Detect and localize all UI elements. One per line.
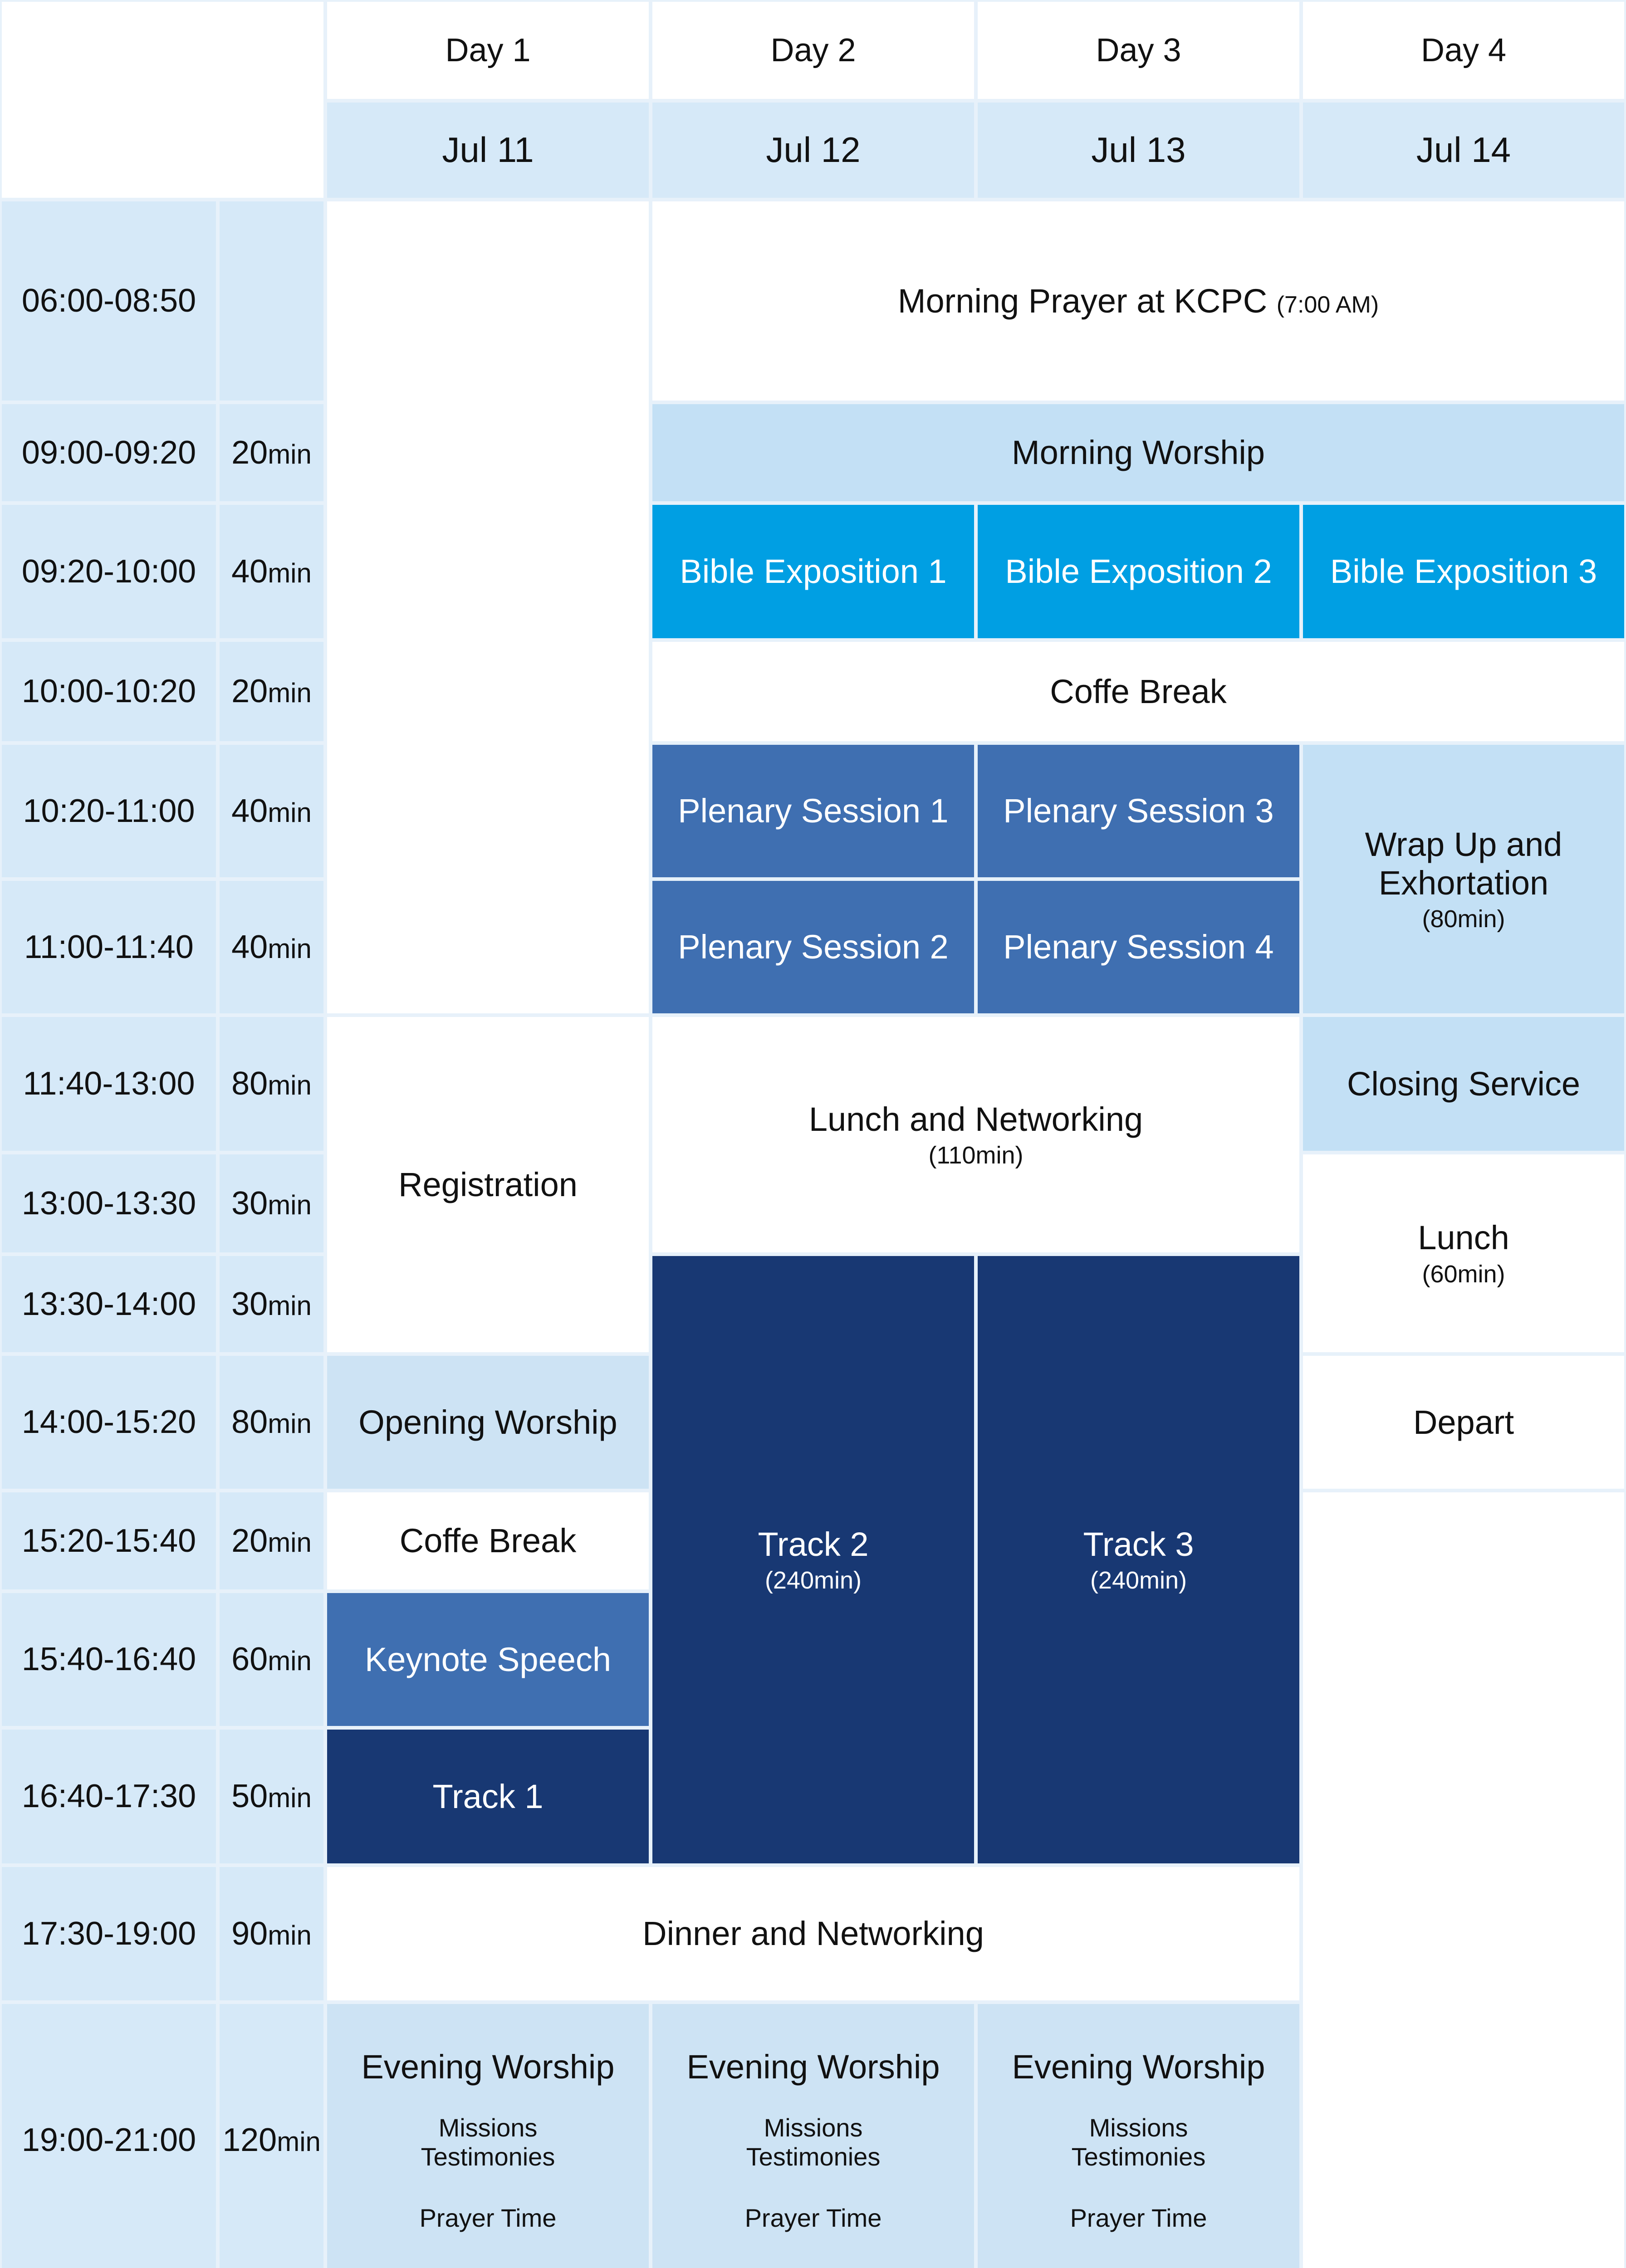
track-3-title: Track 3: [1083, 1525, 1194, 1563]
day4-empty-afternoon: [1301, 1491, 1626, 2268]
keynote-speech-block: Keynote Speech: [325, 1591, 651, 1728]
evening-worship-title: Evening Worship: [361, 2048, 615, 2086]
evening-worship-missions: Missions: [764, 2113, 863, 2142]
evening-worship-day1-block: Evening Worship Missions Testimonies Pra…: [325, 2002, 651, 2268]
evening-worship-testimonies: Testimonies: [1071, 2142, 1206, 2171]
lunch-title: Lunch: [1418, 1219, 1509, 1257]
duration-cell: 40min: [218, 743, 325, 879]
duration-cell: 40min: [218, 879, 325, 1015]
evening-worship-title: Evening Worship: [1012, 2048, 1265, 2086]
duration-cell: 30min: [218, 1153, 325, 1254]
duration-cell: 20min: [218, 1491, 325, 1591]
duration-cell: 20min: [218, 402, 325, 503]
depart-block: Depart: [1301, 1354, 1626, 1491]
evening-worship-prayer: Prayer Time: [744, 2203, 882, 2232]
morning-worship-block: Morning Worship: [651, 402, 1626, 503]
date-header-4: Jul 14: [1301, 101, 1626, 200]
wrap-up-line2: Exhortation: [1378, 864, 1549, 902]
time-slot: 09:00-09:20: [0, 402, 218, 503]
day-header-4: Day 4: [1301, 0, 1626, 101]
bible-exposition-1-block: Bible Exposition 1: [651, 503, 976, 640]
plenary-session-1-block: Plenary Session 1: [651, 743, 976, 879]
morning-prayer-block: Morning Prayer at KCPC (7:00 AM): [651, 200, 1626, 402]
track-2-title: Track 2: [758, 1525, 869, 1563]
time-slot: 11:40-13:00: [0, 1015, 218, 1153]
dinner-networking-block: Dinner and Networking: [325, 1865, 1301, 2002]
time-slot: 16:40-17:30: [0, 1728, 218, 1865]
evening-worship-title: Evening Worship: [686, 2048, 940, 2086]
lunch-networking-title: Lunch and Networking: [808, 1100, 1143, 1138]
lunch-networking-block: Lunch and Networking (110min): [651, 1015, 1301, 1254]
time-slot: 06:00-08:50: [0, 200, 218, 402]
lunch-networking-note: (110min): [928, 1142, 1024, 1169]
track-3-note: (240min): [1090, 1567, 1187, 1594]
day-header-2: Day 2: [651, 0, 976, 101]
evening-worship-day3-block: Evening Worship Missions Testimonies Pra…: [976, 2002, 1301, 2268]
evening-worship-testimonies: Testimonies: [746, 2142, 881, 2171]
time-slot: 15:40-16:40: [0, 1591, 218, 1728]
evening-worship-day2-block: Evening Worship Missions Testimonies Pra…: [651, 2002, 976, 2268]
evening-worship-prayer: Prayer Time: [419, 2203, 557, 2232]
evening-worship-missions: Missions: [438, 2113, 538, 2142]
date-header-1: Jul 11: [325, 101, 651, 200]
time-slot: 11:00-11:40: [0, 879, 218, 1015]
duration-cell: 20min: [218, 640, 325, 743]
duration-cell: 60min: [218, 1591, 325, 1728]
coffee-break-day1-block: Coffe Break: [325, 1491, 651, 1591]
day1-empty-morning: [325, 200, 651, 1015]
track-3-block: Track 3 (240min): [976, 1254, 1301, 1865]
duration-cell: [218, 200, 325, 402]
duration-cell: 50min: [218, 1728, 325, 1865]
time-slot: 09:20-10:00: [0, 503, 218, 640]
time-slot: 10:20-11:00: [0, 743, 218, 879]
coffee-break-morning-block: Coffe Break: [651, 640, 1626, 743]
lunch-note: (60min): [1422, 1260, 1505, 1288]
day-header-3: Day 3: [976, 0, 1301, 101]
wrap-up-note: (80min): [1422, 905, 1505, 933]
bible-exposition-2-block: Bible Exposition 2: [976, 503, 1301, 640]
duration-cell: 90min: [218, 1865, 325, 2002]
evening-worship-testimonies: Testimonies: [421, 2142, 555, 2171]
bible-exposition-3-block: Bible Exposition 3: [1301, 503, 1626, 640]
duration-cell: 40min: [218, 503, 325, 640]
time-slot: 13:30-14:00: [0, 1254, 218, 1354]
evening-worship-prayer: Prayer Time: [1070, 2203, 1207, 2232]
corner-blank: [0, 0, 325, 200]
time-slot: 10:00-10:20: [0, 640, 218, 743]
wrap-up-line1: Wrap Up and: [1365, 825, 1562, 863]
lunch-block: Lunch (60min): [1301, 1153, 1626, 1354]
duration-cell: 120min: [218, 2002, 325, 2268]
track-2-note: (240min): [764, 1567, 862, 1594]
duration-cell: 80min: [218, 1015, 325, 1153]
opening-worship-block: Opening Worship: [325, 1354, 651, 1491]
duration-cell: 80min: [218, 1354, 325, 1491]
plenary-session-3-block: Plenary Session 3: [976, 743, 1301, 879]
plenary-session-2-block: Plenary Session 2: [651, 879, 976, 1015]
track-1-block: Track 1: [325, 1728, 651, 1865]
closing-service-block: Closing Service: [1301, 1015, 1626, 1153]
time-slot: 15:20-15:40: [0, 1491, 218, 1591]
wrap-up-block: Wrap Up and Exhortation (80min): [1301, 743, 1626, 1015]
track-2-block: Track 2 (240min): [651, 1254, 976, 1865]
time-slot: 13:00-13:30: [0, 1153, 218, 1254]
date-header-2: Jul 12: [651, 101, 976, 200]
time-slot: 17:30-19:00: [0, 1865, 218, 2002]
day-header-1: Day 1: [325, 0, 651, 101]
registration-block: Registration: [325, 1015, 651, 1354]
plenary-session-4-block: Plenary Session 4: [976, 879, 1301, 1015]
date-header-3: Jul 13: [976, 101, 1301, 200]
duration-cell: 30min: [218, 1254, 325, 1354]
time-slot: 14:00-15:20: [0, 1354, 218, 1491]
evening-worship-missions: Missions: [1089, 2113, 1188, 2142]
time-slot: 19:00-21:00: [0, 2002, 218, 2268]
